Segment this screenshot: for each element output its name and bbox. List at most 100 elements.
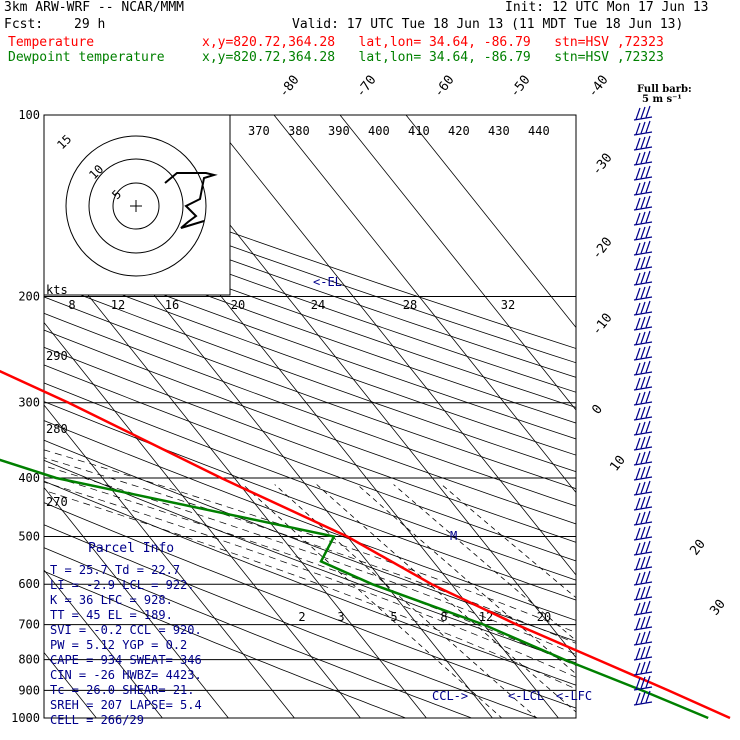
parcel-row: TT = 45 EL = 189.: [50, 608, 173, 622]
wind-barb: [633, 345, 653, 361]
lcl-marker: <-LCL: [508, 689, 544, 703]
dewpoint-profile: [0, 458, 709, 720]
model-title: 3km ARW-WRF -- NCAR/MMM: [4, 0, 185, 15]
el-marker: <-EL: [313, 275, 342, 289]
dry-adiabat: [44, 401, 576, 601]
dry-adiabat: [44, 480, 576, 686]
mixing-ratio-label: 5: [390, 610, 397, 624]
isotherm-line: [44, 404, 295, 718]
isotherm-label: 0: [589, 402, 606, 417]
isotherm-label: -80: [276, 73, 302, 101]
wind-barb: [633, 660, 653, 676]
isotherm-line: [0, 115, 41, 731]
hodograph-speed-tick: 20: [231, 298, 245, 312]
theta-e-label: 280: [46, 422, 68, 436]
parcel-row: LI = -2.9 LCL = 922.: [50, 578, 195, 592]
forecast-label: Fcst:: [4, 17, 44, 32]
valid-time: Valid: 17 UTC Tue 18 Jun 13 (11 MDT Tue …: [292, 17, 684, 32]
hodograph-trace: [164, 172, 218, 229]
wind-barb: [633, 105, 653, 121]
wind-barb: [633, 315, 653, 331]
mixing-ratio-label: 8: [440, 610, 447, 624]
pressure-tick-label: 800: [18, 653, 40, 667]
hodograph-speed-tick: 28: [403, 298, 417, 312]
hodograph-speed-tick: 16: [165, 298, 179, 312]
dry-adiabat: [44, 280, 576, 473]
mixing-ratio-label: 2: [298, 610, 305, 624]
mixing-ratio-line: [316, 484, 576, 713]
temperature-profile: [0, 369, 731, 720]
lfc-marker: <-LFC: [556, 689, 592, 703]
dry-adiabat: [44, 382, 576, 581]
isotherm-line: [273, 115, 576, 494]
theta-label: 420: [448, 124, 470, 138]
dry-adiabat: [44, 547, 473, 718]
parcel-row: SVI = -0.2 CCL = 920.: [50, 623, 202, 637]
theta-label: 390: [328, 124, 350, 138]
parcel-row: T = 25.7 Td = 22.7: [50, 563, 180, 577]
wind-barb: [633, 420, 653, 436]
wind-barb: [633, 540, 653, 556]
dry-adiabat: [44, 191, 576, 378]
wind-barb: [633, 255, 653, 271]
wind-barb: [633, 645, 653, 661]
wind-barb: [633, 570, 653, 586]
parcel-row: PW = 5.12 YGP = 0.2: [50, 638, 187, 652]
wind-barb: [633, 180, 653, 196]
hodograph-ring: [65, 135, 207, 277]
pressure-tick-label: 600: [18, 577, 40, 591]
pressure-tick-label: 100: [18, 108, 40, 122]
isotherm-label: -60: [431, 73, 457, 101]
mixing-ratio-line: [242, 484, 503, 718]
hodograph-ring: [88, 158, 184, 254]
isotherm-label: 30: [707, 597, 728, 619]
wind-barb: [633, 210, 653, 226]
wind-barb: [633, 525, 653, 541]
dry-adiabat: [44, 205, 576, 393]
wind-barb: [633, 390, 653, 406]
wind-barb: [633, 600, 653, 616]
wind-barb: [633, 405, 653, 421]
isotherm-label: 10: [607, 453, 628, 475]
isotherm-label: -10: [589, 311, 615, 339]
mixing-ratio-label: 3: [337, 610, 344, 624]
isotherm-line: [207, 115, 576, 576]
mixing-ratio-label: 12: [479, 610, 493, 624]
wind-barb: [633, 465, 653, 481]
mixing-ratio-line: [393, 484, 576, 642]
parcel-row: CELL = 266/29: [50, 713, 144, 727]
theta-e-label: 290: [46, 349, 68, 363]
dry-adiabat: [44, 234, 576, 424]
plot-frame: [43, 114, 577, 719]
theta-e-label: 270: [46, 495, 68, 509]
isotherm-line: [339, 115, 576, 411]
wind-barb: [633, 150, 653, 166]
hodograph-speed-tick: 32: [501, 298, 515, 312]
isotherm-label: -70: [353, 73, 379, 101]
dry-adiabat: [44, 264, 576, 456]
dry-adiabat: [44, 219, 576, 408]
dry-adiabat: [44, 312, 576, 507]
parcel-title: Parcel Info: [88, 541, 174, 556]
dry-adiabat: [44, 420, 576, 621]
dry-adiabat: [44, 524, 539, 718]
wind-barb: [633, 630, 653, 646]
m-marker: M: [450, 529, 457, 543]
wind-barb: [633, 495, 653, 511]
wind-barb: [633, 375, 653, 391]
wind-barb: [633, 330, 653, 346]
theta-label: 410: [408, 124, 430, 138]
pressure-tick-label: 1000: [11, 711, 40, 725]
parcel-row: CIN = -26 HWBZ= 4423.: [50, 668, 202, 682]
mixing-ratio-label: 20: [537, 610, 551, 624]
dry-adiabat: [44, 249, 576, 440]
dry-adiabat: [44, 459, 576, 664]
pressure-tick-label: 900: [18, 683, 40, 697]
wind-barb: [633, 435, 653, 451]
pressure-tick-label: 200: [18, 290, 40, 304]
isotherm-line: [44, 321, 361, 718]
dry-adiabat: [44, 329, 576, 525]
dry-adiabat: [44, 502, 576, 709]
wind-barb: [633, 690, 653, 706]
wind-barb: [633, 300, 653, 316]
